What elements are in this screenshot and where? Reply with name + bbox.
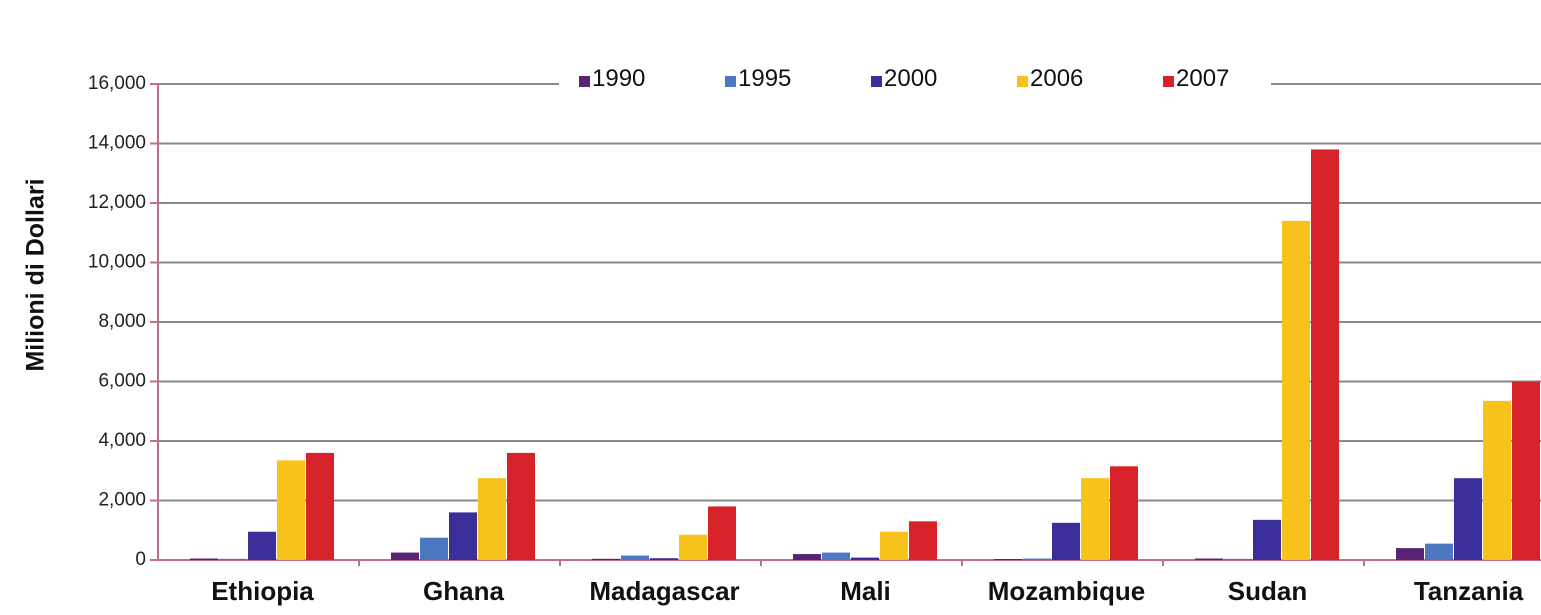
bar-madagascar-2000 xyxy=(650,558,678,560)
bars xyxy=(190,149,1540,560)
bar-ethiopia-1995 xyxy=(219,558,247,560)
y-tick-label: 2,000 xyxy=(98,490,146,511)
bar-madagascar-1990 xyxy=(592,558,620,560)
axes: 0 2,000 4,000 6,000 8,000 10,000 12,000 14,000 1… xyxy=(88,73,1541,570)
bar-mozambique-1990 xyxy=(994,559,1022,560)
bar-madagascar-2006 xyxy=(679,534,707,560)
legend-swatch-1990 xyxy=(579,76,590,87)
legend-swatch-2000 xyxy=(871,76,882,87)
bar-tanzania-1995 xyxy=(1425,543,1453,560)
bar-mali-2006 xyxy=(880,531,908,560)
legend-label-1995: 1995 xyxy=(738,65,791,92)
bar-sudan-2000 xyxy=(1253,519,1281,560)
legend-swatch-1995 xyxy=(725,76,736,87)
bar-ethiopia-2000 xyxy=(248,531,276,560)
y-tick-label: 8,000 xyxy=(98,311,146,332)
bar-ghana-1990 xyxy=(391,552,419,560)
bar-ethiopia-2007 xyxy=(306,452,334,560)
bar-mali-1990 xyxy=(793,554,821,560)
bar-mali-2000 xyxy=(851,557,879,560)
category-label: Ghana xyxy=(423,576,504,606)
gridlines xyxy=(158,83,1541,502)
y-tick-label: 4,000 xyxy=(98,430,146,451)
legend-label-2006: 2006 xyxy=(1030,65,1083,92)
bar-ghana-1995 xyxy=(420,537,448,560)
y-tick-label: 6,000 xyxy=(98,371,146,392)
bar-tanzania-1990 xyxy=(1396,548,1424,560)
bar-mozambique-2000 xyxy=(1052,522,1080,560)
y-tick-label: 14,000 xyxy=(88,133,146,154)
bar-sudan-1990 xyxy=(1195,558,1223,560)
bar-mozambique-2007 xyxy=(1110,466,1138,560)
bar-ethiopia-1990 xyxy=(190,558,218,560)
y-tick-label: 10,000 xyxy=(88,252,146,273)
bar-ethiopia-2006 xyxy=(277,460,305,560)
bar-madagascar-1995 xyxy=(621,555,649,560)
category-label: Tanzania xyxy=(1414,576,1524,606)
bar-sudan-1995 xyxy=(1224,558,1252,560)
bar-tanzania-2006 xyxy=(1483,400,1511,560)
bar-mozambique-2006 xyxy=(1081,478,1109,560)
bar-mali-1995 xyxy=(822,552,850,560)
y-tick-label: 16,000 xyxy=(88,73,146,94)
y-tick-label: 0 xyxy=(135,549,146,570)
legend-label-2007: 2007 xyxy=(1176,65,1229,92)
category-label: Sudan xyxy=(1228,576,1307,606)
bar-ghana-2000 xyxy=(449,512,477,560)
bar-mali-2007 xyxy=(909,521,937,560)
category-label: Madagascar xyxy=(589,576,739,606)
bar-sudan-2007 xyxy=(1311,149,1339,560)
y-axis-label: Milioni di Dollari xyxy=(22,178,50,371)
legend-background xyxy=(559,56,1271,98)
bar-tanzania-2007 xyxy=(1512,381,1540,560)
legend-label-2000: 2000 xyxy=(884,65,937,92)
category-label: Mozambique xyxy=(988,576,1145,606)
category-labels: Ethiopia Ghana Madagascar Mali Mozambique Sud… xyxy=(211,576,1523,606)
bar-sudan-2006 xyxy=(1282,220,1310,560)
bar-madagascar-2007 xyxy=(708,506,736,560)
legend-swatch-2006 xyxy=(1017,76,1028,87)
y-tick-label: 12,000 xyxy=(88,192,146,213)
category-label: Ethiopia xyxy=(211,576,314,606)
bar-tanzania-2000 xyxy=(1454,478,1482,560)
bar-ghana-2006 xyxy=(478,478,506,560)
bar-ghana-2007 xyxy=(507,452,535,560)
legend-swatch-2007 xyxy=(1163,76,1174,87)
bar-mozambique-1995 xyxy=(1023,558,1051,560)
legend: 1990 1995 2000 2006 2007 xyxy=(559,56,1271,98)
category-label: Mali xyxy=(840,576,891,606)
legend-label-1990: 1990 xyxy=(592,65,645,92)
